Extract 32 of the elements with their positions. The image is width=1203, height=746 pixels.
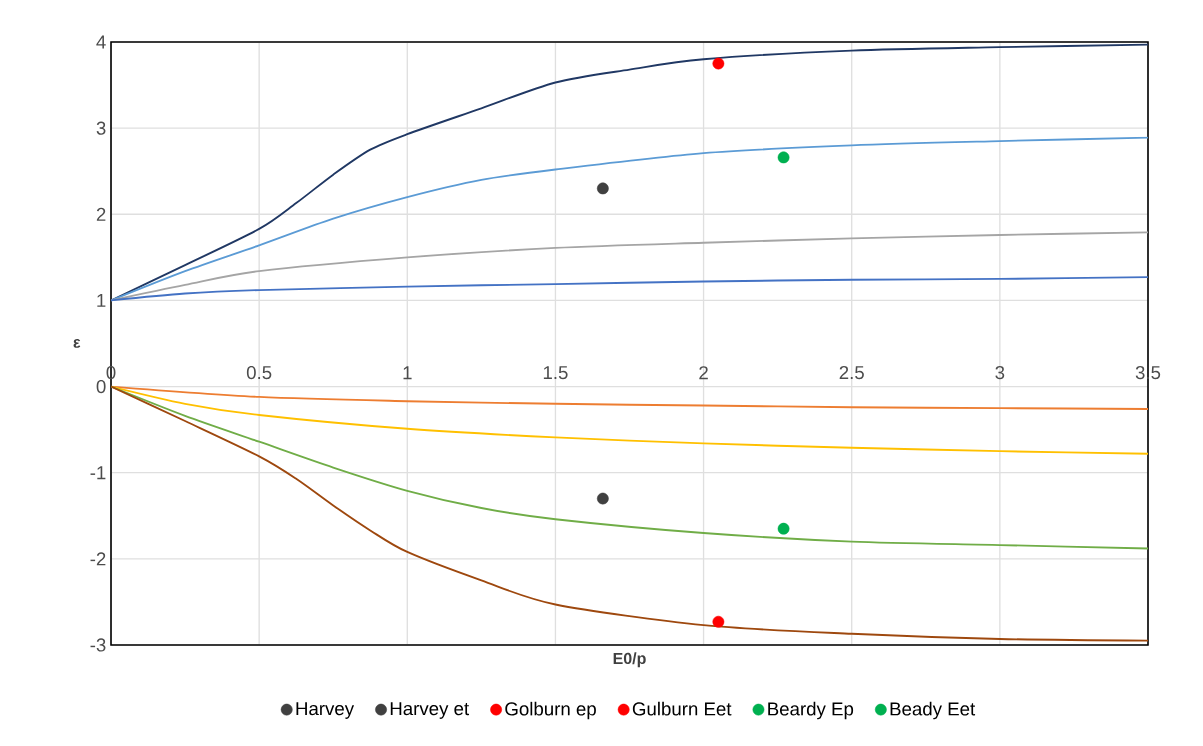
line-series (111, 276, 1148, 302)
x-axis-title: E0/p (613, 652, 646, 668)
legend-label: Harvey et (390, 702, 470, 719)
y-tick-label: -1 (90, 466, 106, 480)
point (596, 492, 609, 505)
y-tick-label: -2 (90, 552, 106, 566)
x-tick-label: 1 (403, 366, 412, 380)
point (777, 522, 790, 535)
point (712, 615, 725, 628)
line-series (111, 385, 1148, 455)
x-tick-label: 2 (699, 366, 708, 380)
y-axis-title: ε (73, 339, 81, 348)
x-tick-label: 0.5 (246, 365, 272, 380)
x-tick-label: 2.5 (839, 365, 864, 380)
y-tick-label: 4 (96, 35, 106, 49)
y-tick-label: -3 (90, 638, 106, 652)
legend-label: Beardy Ep (768, 701, 854, 720)
legend-label: Gulburn Eet (632, 701, 732, 716)
point (596, 182, 609, 195)
y-tick-label: 1 (97, 294, 106, 307)
legend-label: Golburn ep (505, 701, 596, 720)
y-tick-label: 0 (96, 379, 106, 394)
y-tick-label: 2 (96, 207, 106, 221)
legend-label: Beady Eet (890, 701, 976, 720)
x-tick-label: 3 (995, 365, 1005, 380)
point (777, 151, 790, 164)
point (712, 57, 725, 70)
x-tick-label: 1.5 (543, 366, 568, 380)
line-series (111, 136, 1148, 302)
line-series (111, 385, 1148, 642)
y-tick-label: 3 (96, 121, 106, 135)
legend-label: Harvey (296, 702, 355, 719)
